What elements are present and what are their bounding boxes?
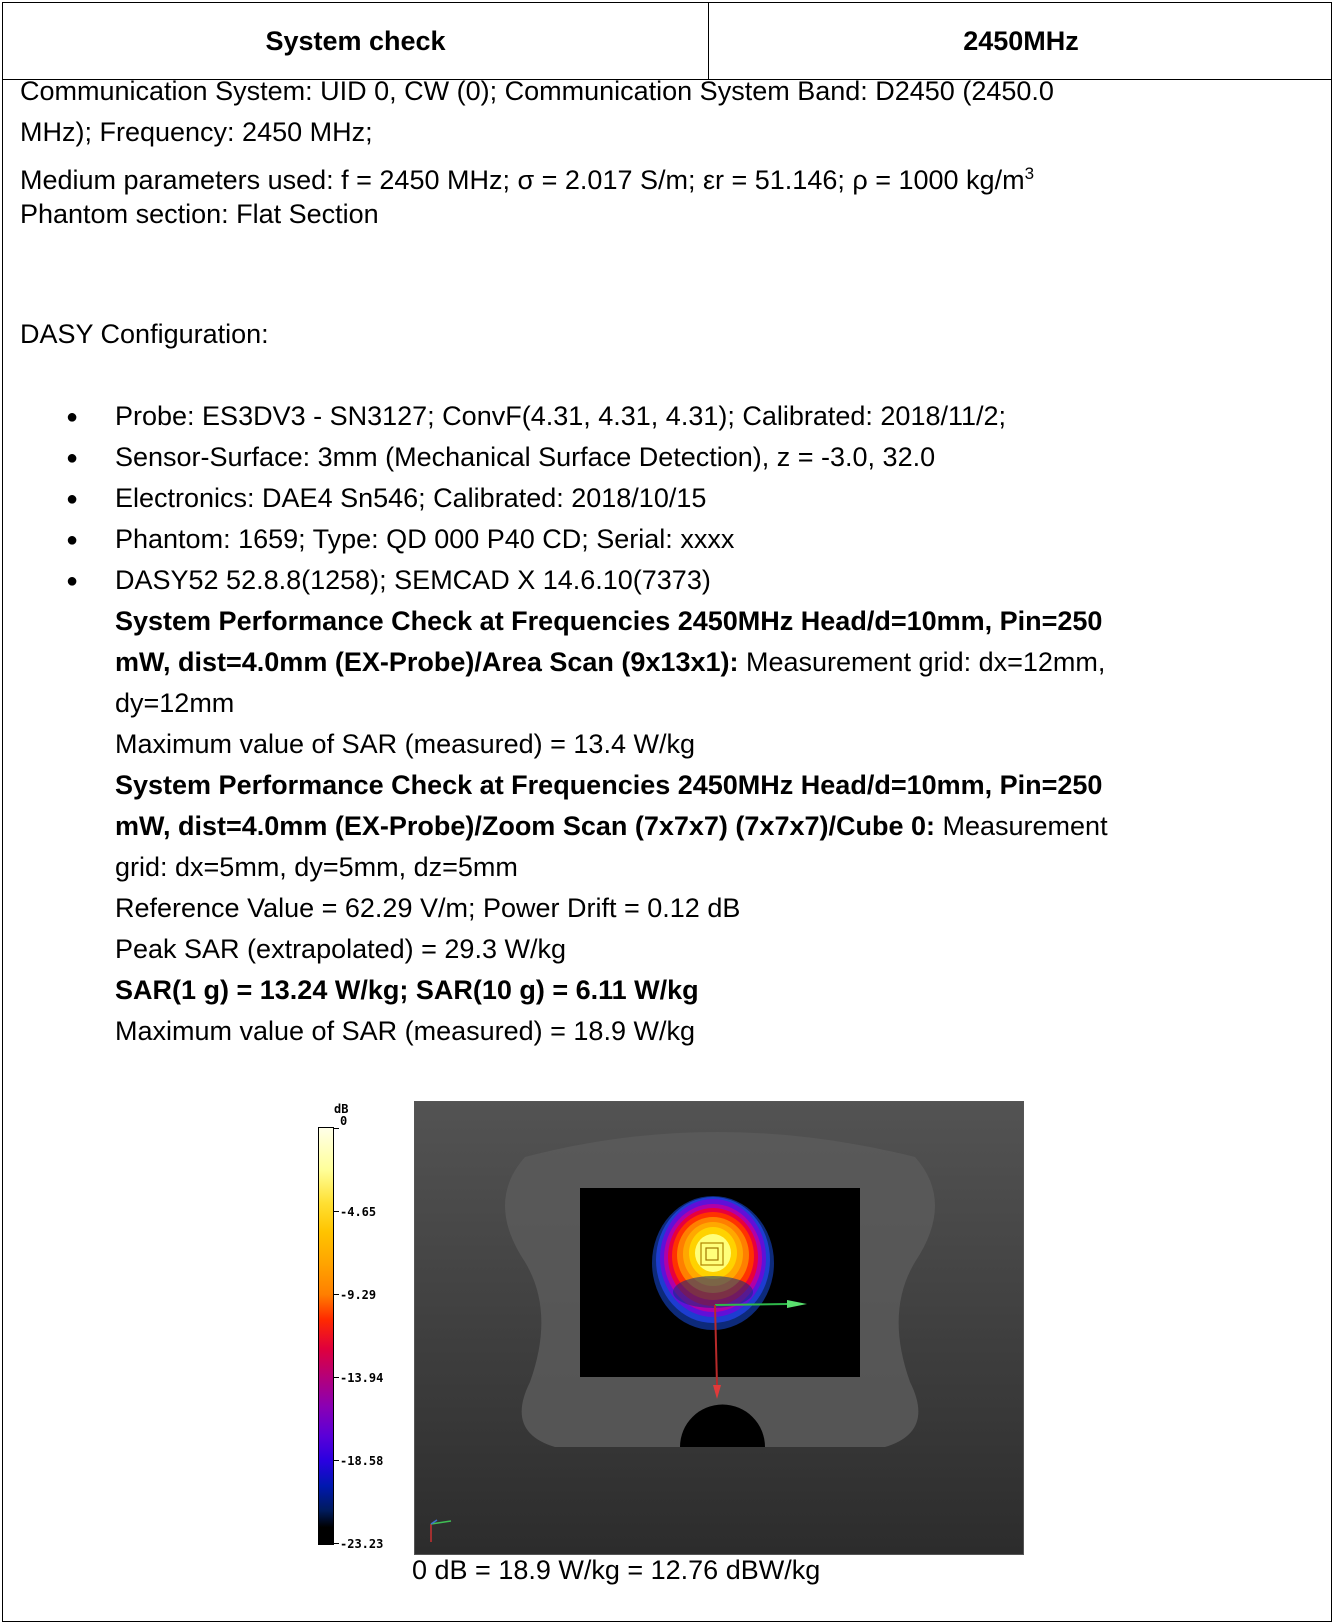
sar-distribution-plot — [414, 1101, 1024, 1555]
table-header: System check 2450MHz — [3, 3, 1331, 80]
peak-sar: Peak SAR (extrapolated) = 29.3 W/kg — [115, 934, 566, 964]
bullet-icon: ● — [66, 488, 79, 510]
communication-system-line-1: Communication System: UID 0, CW (0); Com… — [20, 76, 1054, 106]
header-system-check: System check — [3, 3, 709, 79]
colorbar-unit: dB — [334, 1102, 349, 1116]
colorbar-tick — [334, 1377, 339, 1378]
colorbar-tick-label: 0 — [340, 1114, 348, 1128]
zoom-scan-grid: grid: dx=5mm, dy=5mm, dz=5mm — [115, 852, 518, 882]
zoom-scan-title-1: System Performance Check at Frequencies … — [115, 770, 1103, 800]
colorbar-tick — [334, 1460, 339, 1461]
colorbar-tick-label: -4.65 — [340, 1205, 377, 1219]
sar-result: SAR(1 g) = 13.24 W/kg; SAR(10 g) = 6.11 … — [115, 975, 699, 1005]
area-scan-grid: dy=12mm — [115, 688, 235, 718]
colorbar-tick-label: -9.29 — [340, 1288, 377, 1302]
medium-parameters-text: Medium parameters used: f = 2450 MHz; σ … — [20, 165, 1025, 195]
colorbar-tick — [334, 1128, 339, 1129]
bullet-phantom: Phantom: 1659; Type: QD 000 P40 CD; Seri… — [115, 524, 735, 554]
dB-reference-caption: 0 dB = 18.9 W/kg = 12.76 dBW/kg — [412, 1555, 821, 1585]
colorbar-tick-label: -13.94 — [340, 1371, 384, 1385]
sar-hotspot — [652, 1196, 774, 1330]
zoom-scan-title-2: mW, dist=4.0mm (EX-Probe)/Zoom Scan (7x7… — [115, 811, 1108, 841]
axis-gizmo — [713, 1300, 807, 1399]
bullet-icon: ● — [66, 447, 79, 469]
phantom-section: Phantom section: Flat Section — [20, 199, 379, 229]
bullet-icon: ● — [66, 570, 79, 592]
colorbar-tick-label: -23.23 — [340, 1537, 384, 1551]
bullet-icon: ● — [66, 529, 79, 551]
bullet-electronics: Electronics: DAE4 Sn546; Calibrated: 201… — [115, 483, 707, 513]
bullet-sensor-surface: Sensor-Surface: 3mm (Mechanical Surface … — [115, 442, 936, 472]
reference-value: Reference Value = 62.29 V/m; Power Drift… — [115, 893, 741, 923]
bullet-probe: Probe: ES3DV3 - SN3127; ConvF(4.31, 4.31… — [115, 401, 1007, 431]
communication-system-line-2: MHz); Frequency: 2450 MHz; — [20, 117, 373, 147]
area-scan-title-1: System Performance Check at Frequencies … — [115, 606, 1103, 636]
colorbar — [318, 1127, 334, 1545]
corner-axis-icon — [430, 1519, 452, 1542]
medium-superscript: 3 — [1024, 164, 1035, 183]
area-scan-max-sar: Maximum value of SAR (measured) = 13.4 W… — [115, 729, 695, 759]
bullet-icon: ● — [66, 406, 79, 428]
medium-parameters: Medium parameters used: f = 2450 MHz; σ … — [20, 153, 1034, 201]
area-scan-title-2: mW, dist=4.0mm (EX-Probe)/Area Scan (9x1… — [115, 647, 1106, 677]
colorbar-tick — [334, 1294, 339, 1295]
dasy-configuration-heading: DASY Configuration: — [20, 319, 269, 349]
colorbar-tick — [334, 1543, 339, 1544]
header-frequency: 2450MHz — [963, 26, 1079, 56]
bullet-dasy-version: DASY52 52.8.8(1258); SEMCAD X 14.6.10(73… — [115, 565, 711, 595]
colorbar-tick-label: -18.58 — [340, 1454, 384, 1468]
sar-plot-graphic — [415, 1102, 1023, 1554]
zoom-scan-max-sar: Maximum value of SAR (measured) = 18.9 W… — [115, 1016, 695, 1046]
colorbar-tick — [334, 1211, 339, 1212]
